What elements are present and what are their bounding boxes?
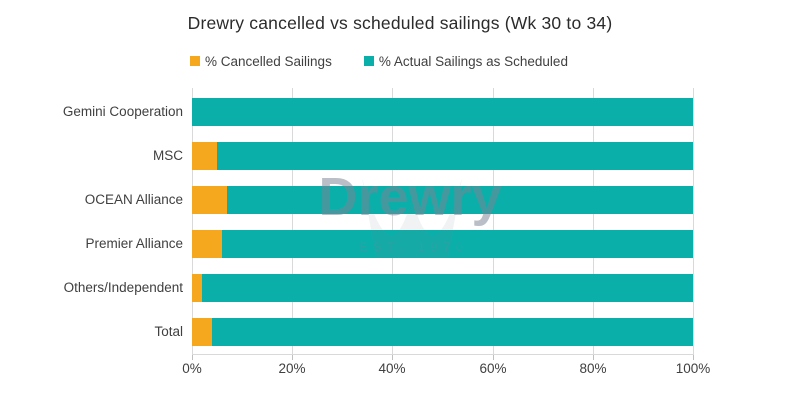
category-label: Total — [154, 324, 183, 339]
bar-segment-cancelled — [192, 230, 223, 258]
x-axis-tick — [693, 355, 694, 360]
x-tick-label: 40% — [378, 361, 406, 376]
legend-label-scheduled: % Actual Sailings as Scheduled — [378, 53, 568, 69]
bar-row — [192, 274, 693, 302]
legend: % Cancelled Sailings % Actual Sailings a… — [190, 51, 568, 71]
x-axis-tick — [192, 355, 193, 360]
category-label: Others/Independent — [63, 280, 183, 295]
plot-area — [192, 88, 694, 354]
bar-segment-cancelled — [192, 274, 203, 302]
bar-segment-scheduled — [192, 98, 693, 126]
bar-segment-scheduled — [222, 230, 693, 258]
gridline — [192, 88, 193, 354]
x-axis-tick — [392, 355, 393, 360]
x-tick-label: 0% — [182, 361, 202, 376]
x-axis-tick — [593, 355, 594, 360]
bar-row — [192, 142, 693, 170]
x-axis-tick — [292, 355, 293, 360]
category-label: MSC — [153, 148, 183, 163]
gridline — [493, 88, 494, 354]
legend-item-cancelled: % Cancelled Sailings — [190, 54, 332, 69]
bar-segment-scheduled — [202, 274, 693, 302]
x-tick-label: 60% — [479, 361, 507, 376]
legend-item-scheduled: % Actual Sailings as Scheduled — [363, 53, 568, 69]
bar-row — [192, 230, 693, 258]
x-axis-tick — [493, 355, 494, 360]
chart-title: Drewry cancelled vs scheduled sailings (… — [187, 13, 613, 33]
x-tick-label: 20% — [278, 361, 306, 376]
bar-row — [192, 318, 693, 346]
bar-row — [192, 186, 693, 214]
bar-row — [192, 98, 693, 126]
x-axis-line — [192, 354, 694, 355]
cancelled-swatch-icon — [190, 56, 200, 66]
gridline — [593, 88, 594, 354]
category-label: OCEAN Alliance — [84, 192, 183, 207]
x-tick-label: 80% — [579, 361, 607, 376]
scheduled-swatch-icon — [363, 56, 374, 66]
bar-segment-scheduled — [212, 318, 693, 346]
bar-segment-cancelled — [192, 142, 218, 170]
x-tick-label: 100% — [675, 361, 711, 376]
category-label: Gemini Cooperation — [62, 104, 183, 119]
bar-segment-cancelled — [192, 186, 228, 214]
gridline — [392, 88, 393, 354]
bar-segment-cancelled — [192, 318, 213, 346]
bar-segment-scheduled — [217, 142, 693, 170]
gridline — [292, 88, 293, 354]
legend-label-cancelled: % Cancelled Sailings — [205, 53, 332, 69]
gridline — [693, 88, 694, 354]
category-label: Premier Alliance — [85, 236, 183, 251]
bar-segment-scheduled — [227, 186, 693, 214]
